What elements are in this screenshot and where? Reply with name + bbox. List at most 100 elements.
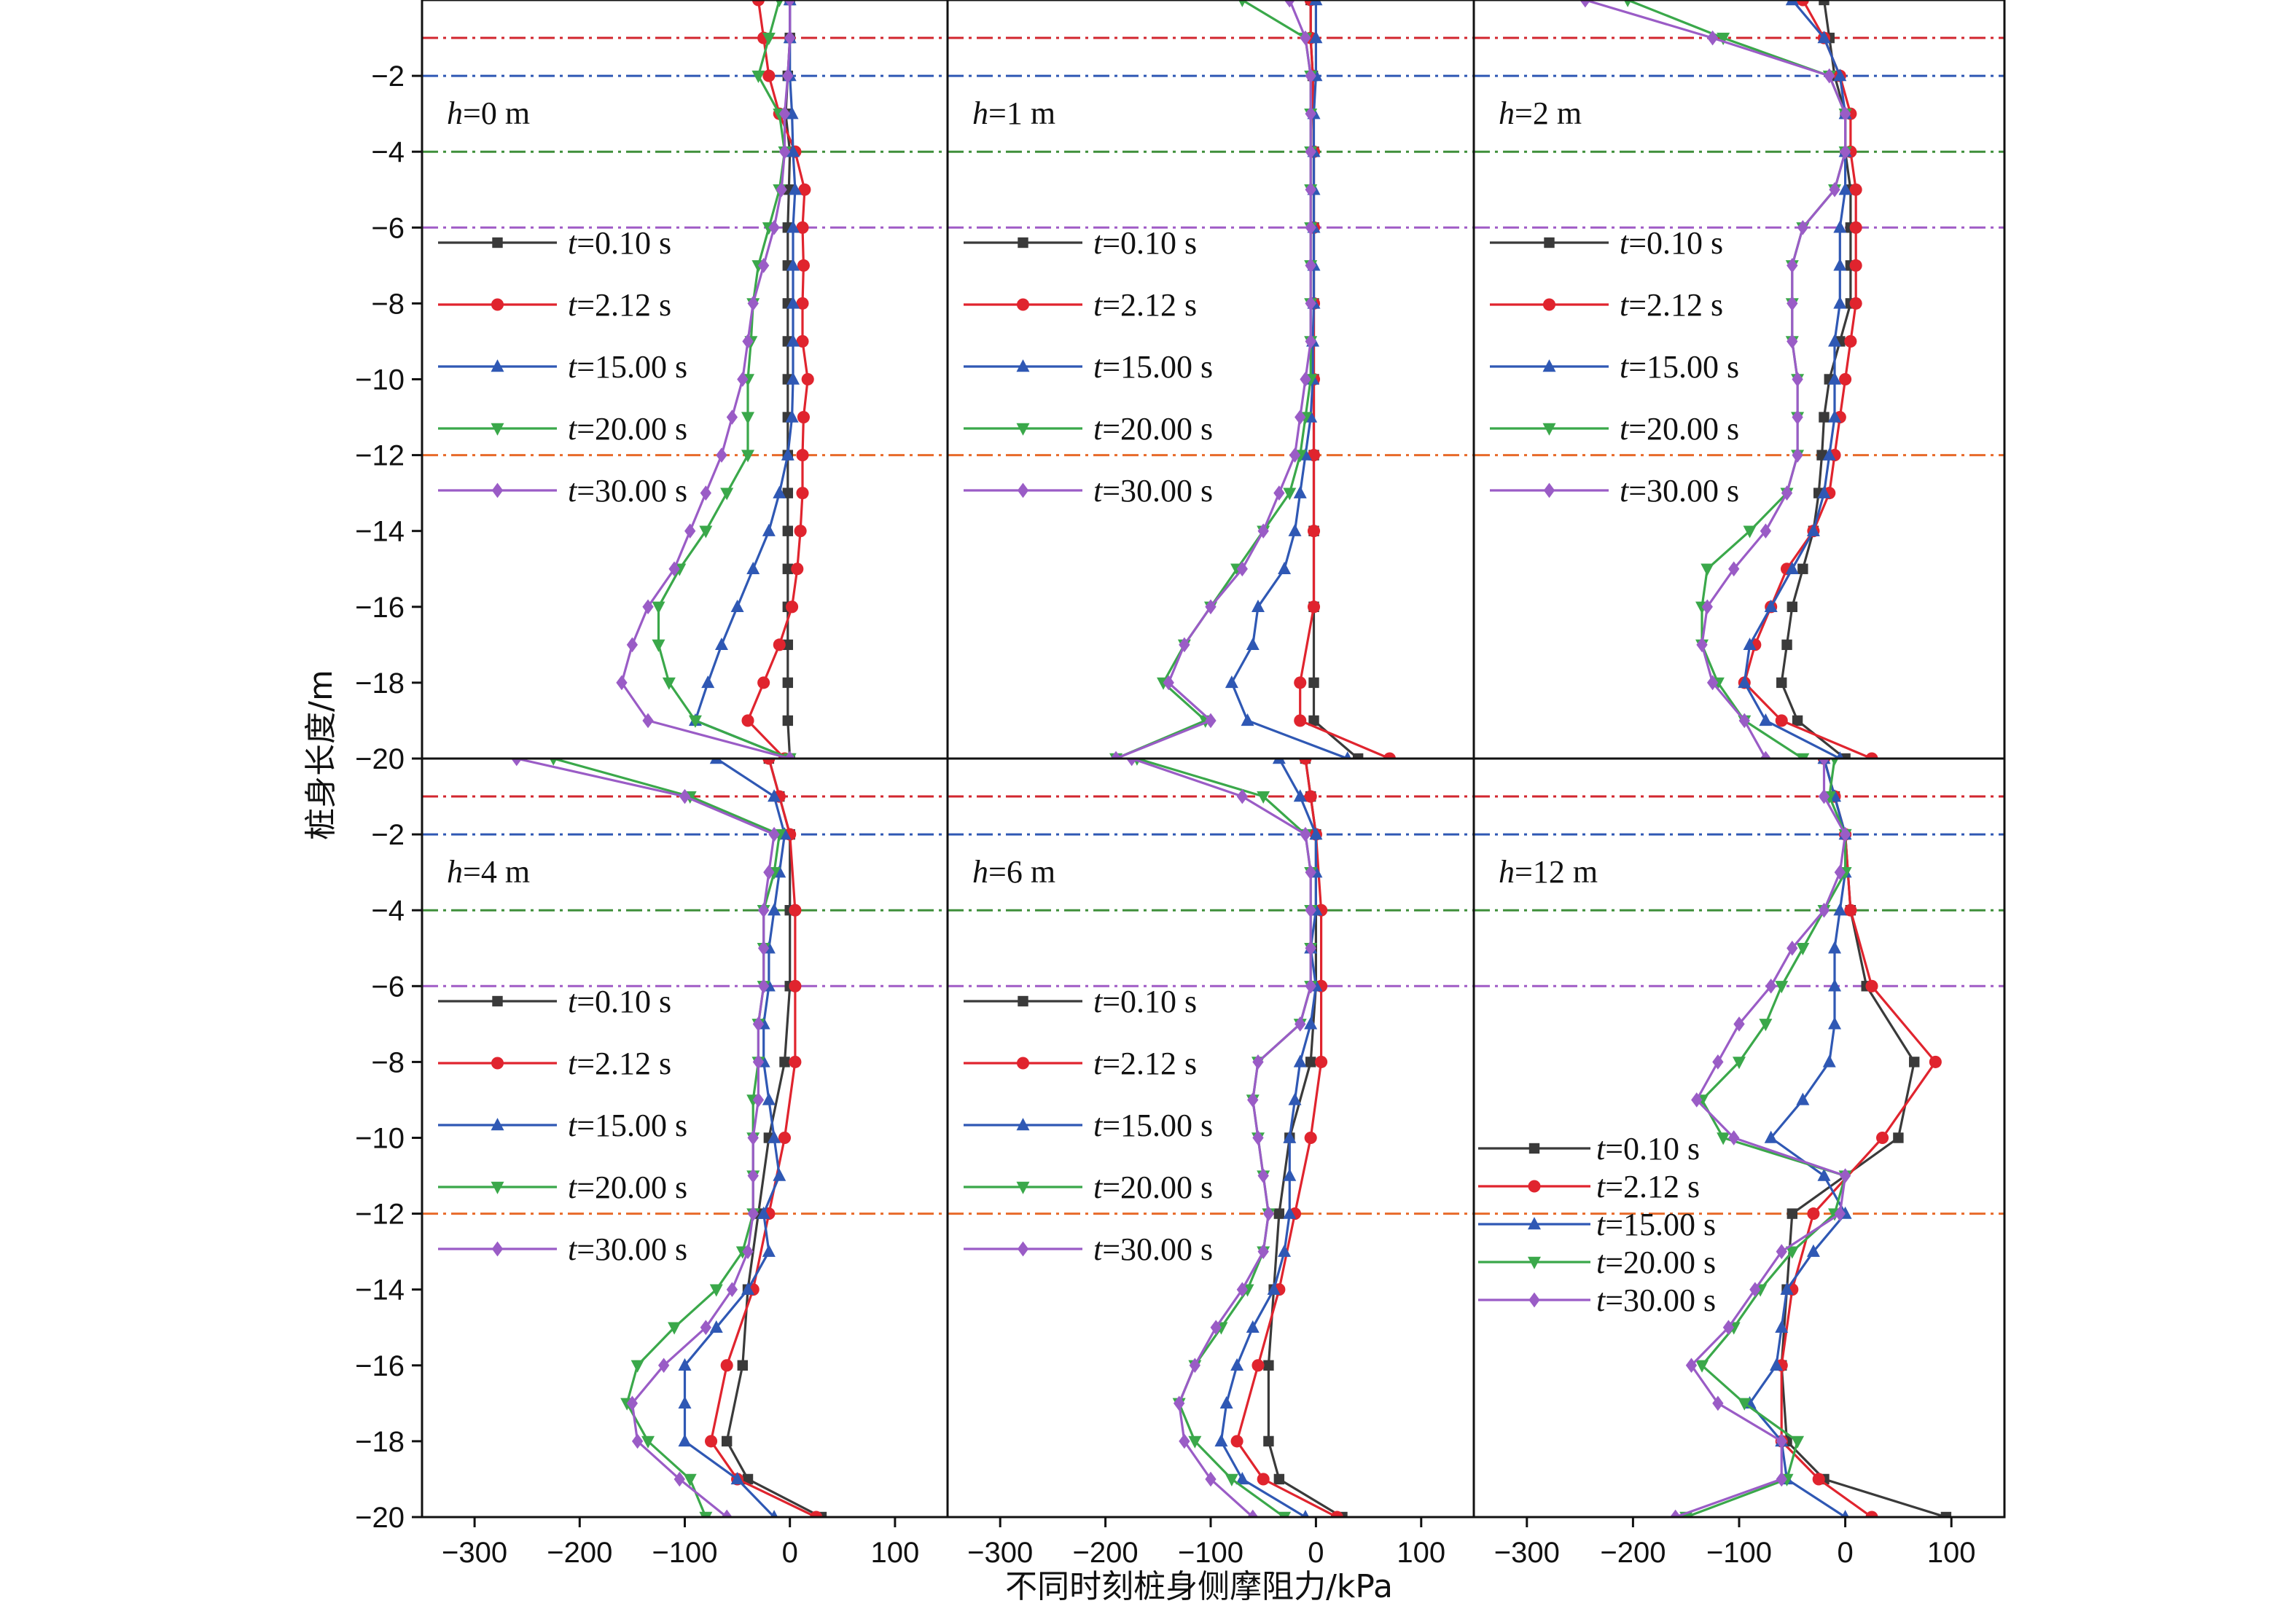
- data-point: [709, 1284, 723, 1297]
- legend-marker: [1017, 1241, 1029, 1257]
- data-point: [1865, 1511, 1878, 1517]
- data-point: [796, 487, 809, 500]
- data-point: [683, 1473, 697, 1486]
- data-point: [1717, 32, 1730, 45]
- data-point: [1278, 1511, 1292, 1517]
- legend-marker: [1528, 1217, 1541, 1230]
- data-point: [801, 372, 814, 386]
- data-point: [1712, 1395, 1724, 1411]
- data-point: [1273, 1208, 1285, 1219]
- data-point: [1722, 1320, 1735, 1336]
- panel-series-group: [1109, 0, 1397, 759]
- data-point: [1787, 334, 1798, 349]
- data-point: [641, 1435, 655, 1449]
- data-point: [1791, 1435, 1805, 1449]
- data-point: [1257, 523, 1269, 539]
- data-point: [1305, 864, 1316, 880]
- legend-label: t=2.12 s: [1596, 1169, 1700, 1204]
- data-point: [737, 372, 749, 387]
- data-point: [1299, 759, 1312, 765]
- data-point: [1305, 1057, 1316, 1067]
- data-point: [1305, 144, 1316, 160]
- data-point: [1796, 753, 1810, 759]
- legend-marker: [491, 1057, 504, 1070]
- data-point: [1293, 1054, 1307, 1067]
- data-point: [1838, 182, 1852, 195]
- legend-marker: [1528, 1143, 1540, 1154]
- data-point: [1288, 523, 1302, 536]
- data-point: [1288, 1092, 1302, 1105]
- data-point: [1308, 715, 1319, 726]
- data-point: [741, 412, 755, 425]
- x-tick-label: 0: [1837, 1537, 1853, 1569]
- data-point: [785, 106, 799, 120]
- legend-marker: [1017, 482, 1029, 498]
- data-point: [1839, 144, 1851, 160]
- data-point: [700, 1320, 711, 1336]
- legend-marker: [1542, 359, 1556, 372]
- y-tick-label: −2: [371, 819, 405, 851]
- data-point: [789, 979, 802, 992]
- data-point: [776, 181, 787, 197]
- data-point: [1792, 715, 1803, 726]
- data-point: [768, 903, 781, 916]
- legend-marker: [1528, 1180, 1541, 1193]
- legend-label: t=0.10 s: [1093, 225, 1197, 261]
- data-point: [726, 410, 738, 425]
- legend-marker: [1528, 1256, 1541, 1269]
- data-point: [1776, 1471, 1787, 1487]
- data-point: [1712, 1054, 1724, 1070]
- data-point: [1738, 713, 1750, 729]
- data-point: [626, 637, 639, 653]
- data-point: [1300, 372, 1311, 387]
- data-point: [1828, 372, 1842, 385]
- data-point: [678, 1358, 692, 1371]
- data-point: [1309, 0, 1323, 6]
- legend-marker: [492, 995, 503, 1007]
- data-point: [705, 1435, 718, 1448]
- data-point: [511, 759, 523, 767]
- data-point: [1305, 978, 1316, 994]
- panel-label: h=2 m: [1499, 95, 1582, 131]
- legend-marker: [1542, 298, 1556, 311]
- data-point: [770, 1510, 778, 1517]
- data-point: [782, 487, 794, 498]
- data-point: [1247, 1509, 1259, 1517]
- data-point: [779, 1057, 790, 1067]
- data-point: [1759, 1019, 1773, 1032]
- data-point: [1818, 759, 1830, 767]
- x-tick-label: −300: [1494, 1537, 1560, 1569]
- y-tick-label: −14: [355, 1274, 405, 1307]
- data-point: [1230, 1358, 1244, 1371]
- data-point: [768, 826, 780, 842]
- data-point: [1817, 485, 1831, 498]
- data-point: [1179, 1433, 1190, 1449]
- data-point: [1252, 1130, 1264, 1145]
- x-tick-label: −300: [967, 1537, 1033, 1569]
- data-point: [786, 600, 799, 614]
- data-point: [1301, 1510, 1310, 1517]
- data-point: [1796, 943, 1810, 956]
- legend-label: t=15.00 s: [1093, 1108, 1213, 1143]
- data-point: [652, 639, 665, 652]
- data-point: [668, 1322, 682, 1335]
- legend-label: t=30.00 s: [1093, 473, 1213, 509]
- data-point: [741, 1282, 755, 1295]
- data-point: [757, 676, 770, 689]
- y-axis-title: 桩身长度/m: [302, 670, 340, 840]
- legend-label: t=30.00 s: [568, 1231, 687, 1267]
- data-point: [1257, 1244, 1269, 1259]
- panel-series-group: [511, 759, 827, 1517]
- data-point: [810, 1511, 823, 1517]
- data-point: [1828, 410, 1842, 423]
- data-point: [1273, 485, 1285, 501]
- data-point: [1775, 714, 1788, 727]
- data-point: [1352, 753, 1364, 759]
- data-point: [1343, 751, 1351, 759]
- legend-label: t=20.00 s: [1093, 1170, 1213, 1205]
- x-tick-label: −100: [1178, 1537, 1243, 1569]
- data-point: [746, 561, 760, 574]
- data-point: [1787, 940, 1798, 956]
- data-point: [1251, 599, 1265, 612]
